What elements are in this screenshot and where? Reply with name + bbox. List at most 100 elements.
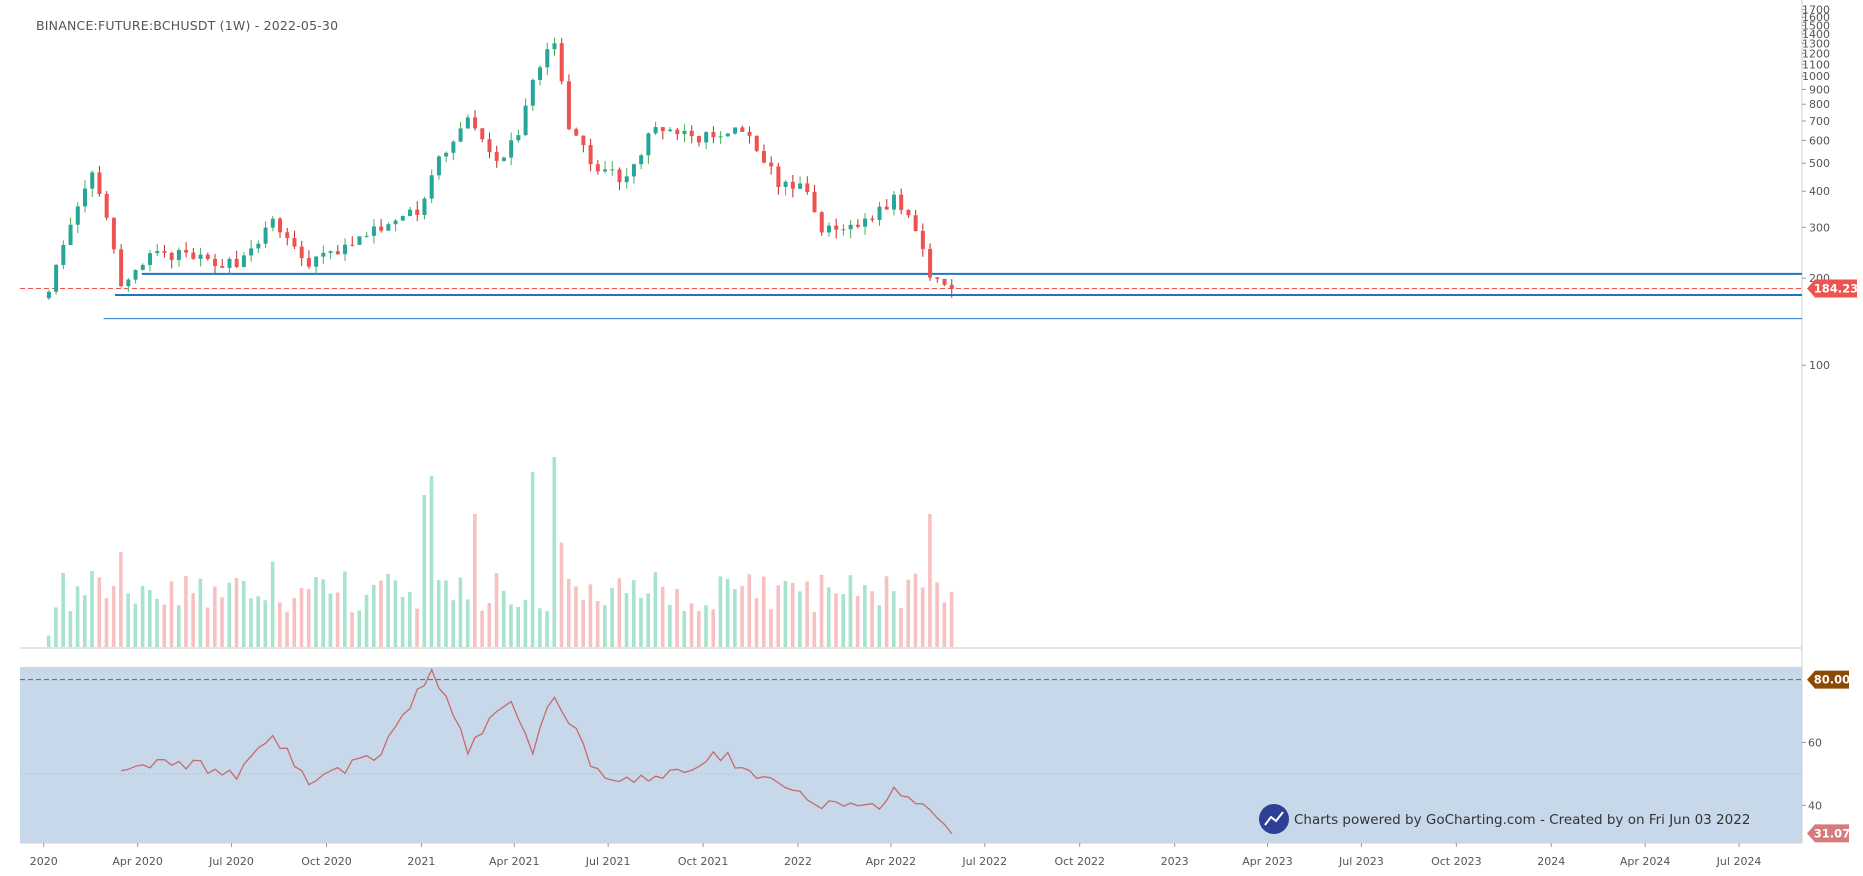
candle[interactable] xyxy=(140,264,145,271)
candle[interactable] xyxy=(928,248,933,278)
candle[interactable] xyxy=(473,117,478,129)
candle[interactable] xyxy=(942,278,947,285)
candle[interactable] xyxy=(444,152,449,157)
candle[interactable] xyxy=(371,226,376,236)
candle[interactable] xyxy=(863,218,868,227)
candle[interactable] xyxy=(769,162,774,167)
candle[interactable] xyxy=(148,253,153,265)
candle[interactable] xyxy=(97,172,102,194)
candle[interactable] xyxy=(660,127,665,132)
candle[interactable] xyxy=(783,181,788,187)
candle[interactable] xyxy=(819,212,824,233)
candle[interactable] xyxy=(436,156,441,176)
candle[interactable] xyxy=(631,164,636,177)
candle[interactable] xyxy=(595,164,600,172)
candle[interactable] xyxy=(198,254,203,259)
candle[interactable] xyxy=(798,183,803,189)
candle[interactable] xyxy=(408,209,413,216)
candle[interactable] xyxy=(314,256,319,267)
candle[interactable] xyxy=(653,127,658,134)
candle[interactable] xyxy=(646,133,651,156)
candle[interactable] xyxy=(234,258,239,267)
candle[interactable] xyxy=(133,270,138,280)
candle[interactable] xyxy=(494,152,499,161)
candle[interactable] xyxy=(278,218,283,233)
candle[interactable] xyxy=(256,243,261,249)
candle[interactable] xyxy=(877,206,882,220)
candle[interactable] xyxy=(227,258,232,268)
candle[interactable] xyxy=(90,172,95,189)
candle[interactable] xyxy=(747,131,752,136)
candle[interactable] xyxy=(725,133,730,137)
candle[interactable] xyxy=(588,145,593,165)
candle[interactable] xyxy=(501,157,506,161)
candle[interactable] xyxy=(812,192,817,213)
candle[interactable] xyxy=(263,227,268,244)
candle[interactable] xyxy=(884,206,889,210)
candle[interactable] xyxy=(357,236,362,245)
candle[interactable] xyxy=(848,224,853,230)
candle[interactable] xyxy=(465,117,470,129)
candle[interactable] xyxy=(415,209,420,215)
candle[interactable] xyxy=(530,79,535,106)
candle[interactable] xyxy=(935,277,940,279)
candle[interactable] xyxy=(834,225,839,230)
candle[interactable] xyxy=(718,136,723,138)
candle[interactable] xyxy=(285,232,290,239)
candle[interactable] xyxy=(704,132,709,143)
candle[interactable] xyxy=(603,169,608,172)
candle[interactable] xyxy=(733,127,738,134)
candle[interactable] xyxy=(480,128,485,140)
candle[interactable] xyxy=(949,284,954,289)
candle[interactable] xyxy=(870,218,875,220)
candle[interactable] xyxy=(429,175,434,199)
candle[interactable] xyxy=(220,266,225,268)
candle[interactable] xyxy=(855,224,860,227)
candle[interactable] xyxy=(393,220,398,225)
candle[interactable] xyxy=(191,252,196,259)
candle[interactable] xyxy=(574,129,579,136)
candle[interactable] xyxy=(422,198,427,215)
candle[interactable] xyxy=(487,139,492,153)
candle[interactable] xyxy=(205,254,210,259)
candle[interactable] xyxy=(299,246,304,259)
candle[interactable] xyxy=(805,183,810,193)
candle[interactable] xyxy=(682,130,687,135)
candle[interactable] xyxy=(668,129,673,132)
candle[interactable] xyxy=(711,132,716,138)
candle[interactable] xyxy=(545,49,550,68)
candle[interactable] xyxy=(292,238,297,247)
candle[interactable] xyxy=(343,244,348,255)
candle[interactable] xyxy=(740,127,745,132)
candle[interactable] xyxy=(155,251,160,254)
candle[interactable] xyxy=(451,141,456,153)
candle[interactable] xyxy=(509,140,514,158)
candle[interactable] xyxy=(350,244,355,246)
candle[interactable] xyxy=(213,258,218,267)
candle[interactable] xyxy=(249,248,254,256)
candle[interactable] xyxy=(906,209,911,216)
candle[interactable] xyxy=(696,136,701,143)
candle[interactable] xyxy=(306,258,311,267)
candle[interactable] xyxy=(321,252,326,257)
candle[interactable] xyxy=(126,279,131,287)
candle[interactable] xyxy=(559,43,564,82)
candle[interactable] xyxy=(776,166,781,187)
candle[interactable] xyxy=(639,155,644,165)
candle[interactable] xyxy=(566,81,571,130)
candle[interactable] xyxy=(552,43,557,50)
candle[interactable] xyxy=(241,255,246,267)
candle[interactable] xyxy=(54,264,59,292)
candle[interactable] xyxy=(386,224,391,231)
candle[interactable] xyxy=(826,225,831,233)
candle[interactable] xyxy=(328,251,333,253)
candle[interactable] xyxy=(119,249,124,287)
candle[interactable] xyxy=(624,176,629,183)
candle[interactable] xyxy=(617,169,622,183)
candle[interactable] xyxy=(516,135,521,141)
candle[interactable] xyxy=(913,215,918,231)
candle[interactable] xyxy=(169,252,174,260)
candle[interactable] xyxy=(46,291,51,299)
candle[interactable] xyxy=(761,151,766,163)
